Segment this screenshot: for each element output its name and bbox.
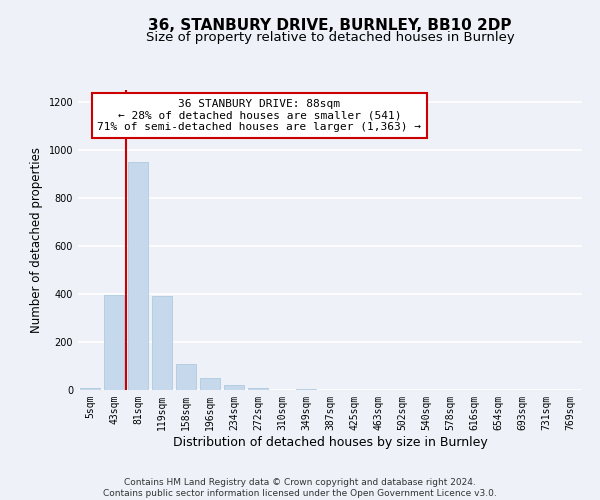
Bar [128, 162, 148, 390]
Text: Contains HM Land Registry data © Crown copyright and database right 2024.
Contai: Contains HM Land Registry data © Crown c… [103, 478, 497, 498]
Text: 36, STANBURY DRIVE, BURNLEY, BB10 2DP: 36, STANBURY DRIVE, BURNLEY, BB10 2DP [148, 18, 512, 32]
Bar [80, 388, 100, 390]
Bar [104, 295, 124, 390]
Y-axis label: Number of detached properties: Number of detached properties [30, 147, 43, 333]
X-axis label: Distribution of detached houses by size in Burnley: Distribution of detached houses by size … [173, 436, 487, 448]
Bar [152, 296, 172, 390]
Bar [200, 378, 220, 390]
Text: Size of property relative to detached houses in Burnley: Size of property relative to detached ho… [146, 31, 514, 44]
Bar [248, 388, 268, 390]
Text: 36 STANBURY DRIVE: 88sqm
← 28% of detached houses are smaller (541)
71% of semi-: 36 STANBURY DRIVE: 88sqm ← 28% of detach… [97, 99, 421, 132]
Bar [224, 384, 244, 390]
Bar [176, 364, 196, 390]
